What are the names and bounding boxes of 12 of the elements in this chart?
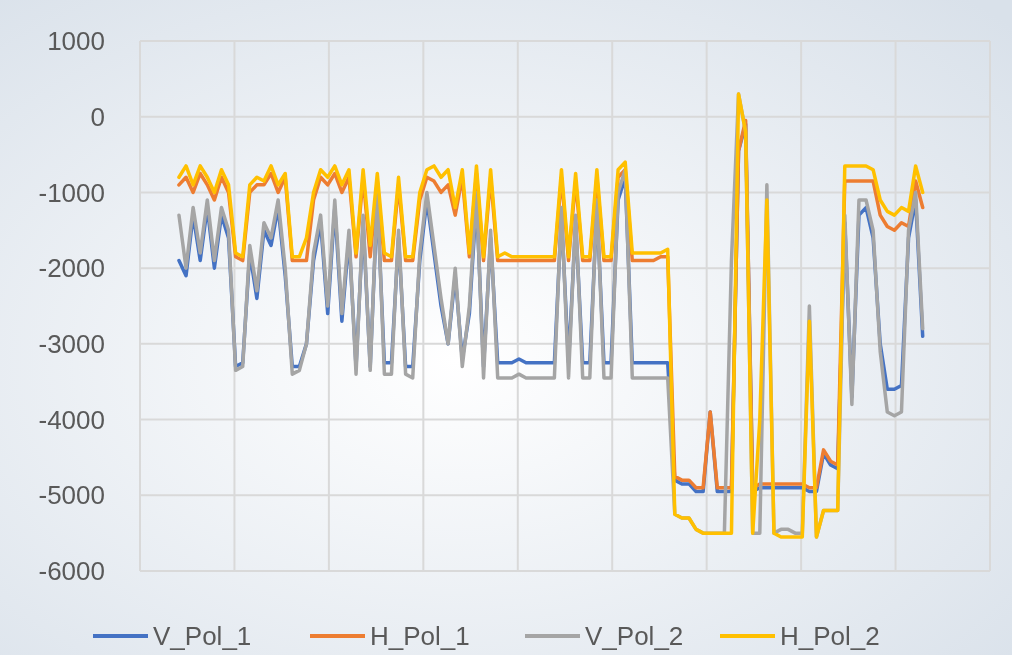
- y-tick-label: -2000: [38, 253, 105, 284]
- y-tick-label: 1000: [47, 26, 105, 57]
- legend-label: V_Pol_1: [153, 621, 252, 652]
- y-tick-label: -4000: [38, 404, 105, 435]
- legend-label: H_Pol_2: [780, 621, 880, 652]
- y-tick-label: -1000: [38, 177, 105, 208]
- y-tick-label: 0: [90, 101, 105, 132]
- legend-label: H_Pol_1: [370, 621, 470, 652]
- legend-label: V_Pol_2: [585, 621, 684, 652]
- y-tick-label: -3000: [38, 328, 105, 359]
- y-tick-label: -6000: [38, 556, 105, 587]
- y-tick-label: -5000: [38, 480, 105, 511]
